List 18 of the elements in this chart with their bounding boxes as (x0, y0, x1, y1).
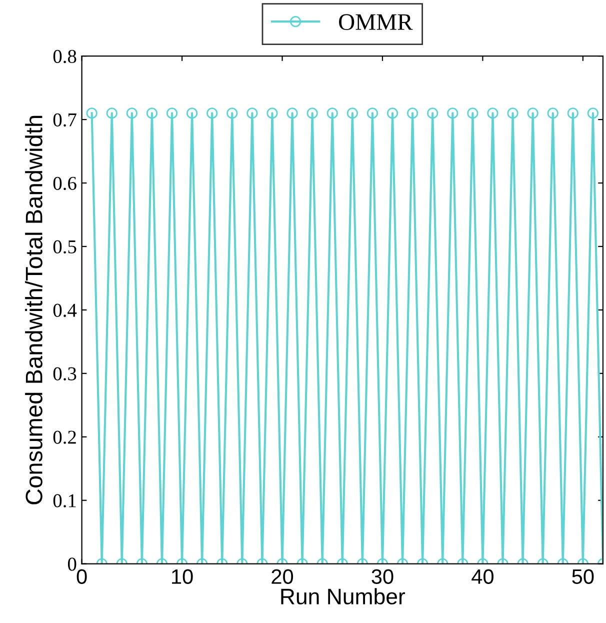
y-tick-label: 0.8 (53, 50, 76, 64)
x-tick-label: 40 (472, 569, 494, 584)
y-axis-title: Consumed Bandwith/Total Bandwidth (25, 116, 42, 504)
x-tick-label: 10 (172, 569, 193, 584)
y-tick-label: 0.5 (53, 240, 76, 254)
y-tick-label: 0 (68, 558, 76, 571)
x-tick-label: 50 (572, 569, 594, 584)
x-axis-title: Run Number (281, 588, 406, 604)
y-tick-label: 0.3 (53, 367, 76, 380)
x-tick-label: 0 (76, 569, 87, 584)
legend-label: OMMR (339, 14, 413, 30)
x-tick-label: 30 (372, 569, 394, 584)
x-tick-label: 20 (272, 569, 294, 584)
y-tick-label: 0.2 (53, 430, 76, 444)
y-tick-label: 0.1 (53, 494, 76, 508)
y-tick-label: 0.6 (53, 176, 76, 190)
y-tick-label: 0.7 (53, 113, 76, 127)
y-tick-label: 0.4 (53, 304, 77, 317)
